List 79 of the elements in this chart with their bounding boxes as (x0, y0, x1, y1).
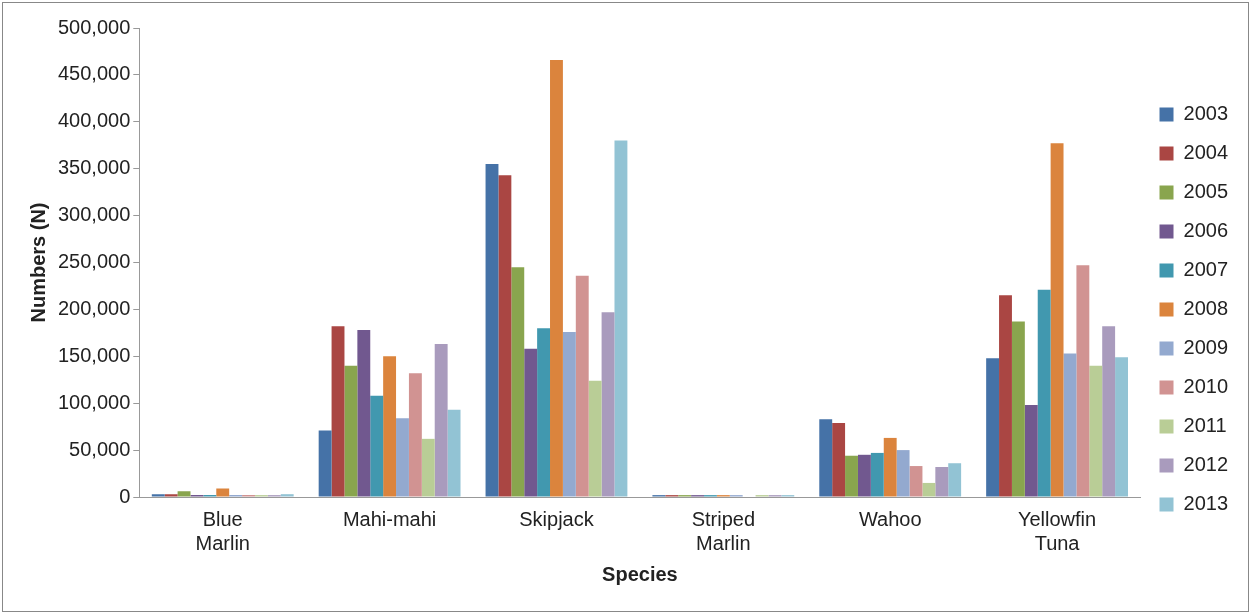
bar (280, 494, 294, 497)
bar (151, 494, 165, 497)
bar (1076, 265, 1090, 497)
y-tick-label: 200,000 (58, 296, 131, 319)
x-tick-label: Skipjack (519, 507, 595, 530)
x-tick-label: Wahoo (858, 507, 922, 530)
y-tick-label: 500,000 (58, 15, 131, 38)
bar (857, 454, 871, 497)
bar (1024, 405, 1038, 497)
bar (986, 358, 1000, 497)
bar (909, 466, 923, 497)
y-tick-label: 400,000 (58, 109, 131, 132)
legend-label: 2003 (1183, 102, 1229, 125)
bar (485, 164, 499, 497)
bar (396, 418, 409, 497)
bar (1037, 289, 1051, 497)
bar (601, 312, 615, 497)
bar (537, 328, 551, 497)
bar (922, 482, 936, 497)
bar (832, 422, 846, 497)
bar (896, 450, 910, 497)
legend-label: 2004 (1183, 141, 1229, 164)
bar (357, 330, 371, 497)
bar (870, 452, 884, 497)
y-tick-label: 150,000 (58, 343, 131, 366)
y-tick-label: 0 (119, 484, 131, 507)
y-axis-title: Numbers (N) (26, 202, 49, 323)
bar (447, 409, 461, 497)
bar (177, 491, 191, 497)
bar (575, 275, 589, 497)
legend-label: 2011 (1183, 414, 1227, 437)
x-tick-label: Striped Marlin (691, 507, 756, 554)
x-tick-label: Blue Marlin (195, 507, 250, 554)
bar (318, 430, 332, 497)
bar (434, 344, 448, 497)
bar (1102, 326, 1116, 497)
bar (883, 437, 897, 497)
legend-label: 2005 (1183, 180, 1229, 203)
bar (1115, 357, 1128, 497)
bar (845, 455, 858, 497)
bar (524, 348, 538, 497)
bar (819, 419, 833, 497)
legend-label: 2012 (1183, 453, 1229, 476)
bar (1011, 321, 1025, 497)
bar (1063, 353, 1077, 497)
legend-label: 2007 (1183, 258, 1229, 281)
bar (331, 326, 345, 497)
bar (562, 331, 576, 497)
bar (588, 380, 602, 497)
bar (421, 438, 435, 497)
y-tick-label: 450,000 (58, 62, 131, 85)
x-axis-title: Species (602, 562, 678, 585)
legend-label: 2008 (1183, 297, 1229, 320)
y-tick-label: 350,000 (58, 156, 131, 179)
y-tick-label: 250,000 (58, 250, 131, 273)
bar (370, 395, 384, 497)
y-tick-label: 300,000 (58, 203, 131, 226)
bar (1050, 143, 1064, 497)
legend-label: 2009 (1183, 336, 1229, 359)
bar (1089, 365, 1103, 497)
bar (948, 463, 962, 497)
bar (614, 140, 628, 497)
legend-label: 2013 (1183, 492, 1229, 515)
bar (216, 488, 230, 497)
bar (935, 466, 949, 497)
x-tick-label: Mahi-mahi (342, 507, 437, 530)
bar (498, 175, 512, 497)
bar (344, 365, 358, 497)
y-tick-label: 100,000 (58, 390, 131, 413)
legend-label: 2006 (1183, 219, 1229, 242)
bar (164, 494, 178, 497)
bar (550, 59, 563, 497)
bar (383, 356, 397, 497)
bar (408, 373, 422, 497)
bar (511, 267, 525, 497)
y-tick-label: 50,000 (69, 437, 131, 460)
legend-label: 2010 (1183, 375, 1229, 398)
bar (999, 295, 1012, 497)
x-tick-label: Yellowfin Tuna (1017, 507, 1097, 554)
